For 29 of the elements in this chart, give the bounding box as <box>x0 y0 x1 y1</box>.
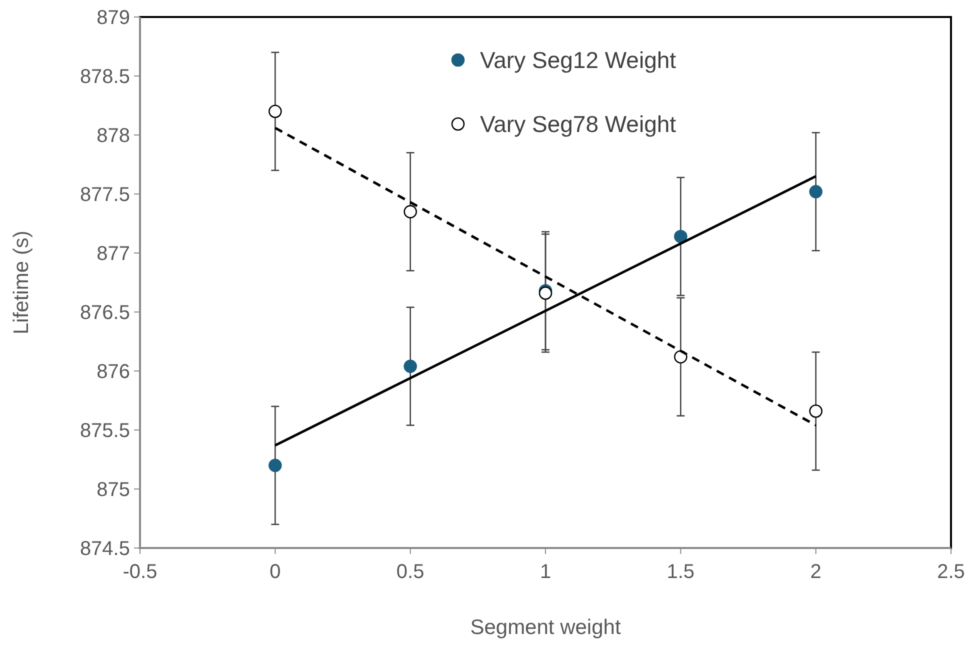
y-tick-label: 877.5 <box>80 184 130 206</box>
point <box>404 360 417 373</box>
point <box>268 104 282 118</box>
x-tick-label: -0.5 <box>122 561 158 583</box>
x-tick-label: 0.5 <box>396 561 424 583</box>
y-tick-label: 875.5 <box>80 420 130 442</box>
y-axis-title: Lifetime (s) <box>10 230 33 334</box>
x-tick-label: 1 <box>540 561 552 583</box>
y-tick-label: 876 <box>96 361 130 383</box>
y-tick-label: 876.5 <box>80 302 130 324</box>
x-tick-label: 2.5 <box>937 561 965 583</box>
legend-label: Vary Seg12 Weight <box>480 47 677 74</box>
x-tick-label: 1.5 <box>666 561 695 583</box>
point <box>674 230 688 244</box>
y-tick-label: 874.5 <box>80 538 130 560</box>
point <box>268 458 282 472</box>
point <box>404 205 417 218</box>
y-tick-label: 877 <box>96 243 130 265</box>
x-tick-label: 2 <box>810 561 822 583</box>
point <box>809 404 822 418</box>
y-tick-label: 875 <box>96 479 130 501</box>
point <box>538 286 552 300</box>
x-tick-label: 0 <box>270 561 281 583</box>
y-tick-label: 878 <box>96 125 130 147</box>
y-tick-label: 878.5 <box>80 66 130 88</box>
point <box>809 184 822 198</box>
x-axis-title: Segment weight <box>470 616 621 639</box>
y-tick-label: 879 <box>96 7 130 29</box>
legend-label: Vary Seg78 Weight <box>480 111 677 138</box>
